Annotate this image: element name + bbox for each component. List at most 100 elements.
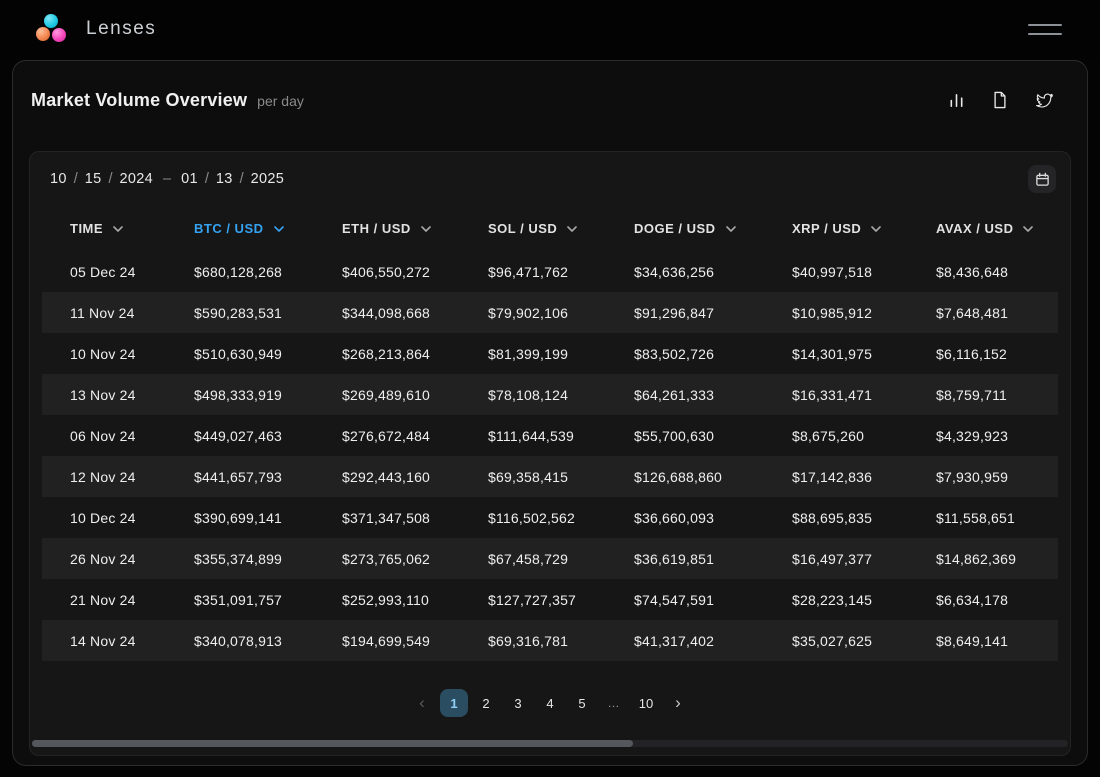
volume-cell: $8,675,260 <box>792 427 865 444</box>
page-button-2[interactable]: 2 <box>472 689 500 717</box>
page-button-4[interactable]: 4 <box>536 689 564 717</box>
chevron-down-icon <box>113 225 123 232</box>
column-header-avax-usd[interactable]: AVAX / USD <box>936 205 1058 251</box>
page-button-5[interactable]: 5 <box>568 689 596 717</box>
volume-cell: $69,316,781 <box>488 632 569 649</box>
table-row: 10 Dec 24 $390,699,141 $371,347,508 $116… <box>42 497 1058 538</box>
column-header-doge-usd[interactable]: DOGE / USD <box>634 205 792 251</box>
time-cell: 13 Nov 24 <box>70 386 136 403</box>
pagination: ‹ 1 2 3 4 5 … 10 › <box>30 689 1070 717</box>
volume-cell: $40,997,518 <box>792 263 873 280</box>
volume-cell: $7,930,959 <box>936 468 1009 485</box>
logo-dot-cyan <box>44 14 58 28</box>
volume-cell: $340,078,913 <box>194 632 283 649</box>
next-page-icon[interactable]: › <box>664 689 692 717</box>
document-icon[interactable] <box>985 85 1015 115</box>
brand-name: Lenses <box>86 18 157 39</box>
date-range[interactable]: 10 / 15 / 2024 – 01 / 13 / 2025 <box>50 171 284 187</box>
volume-cell: $64,261,333 <box>634 386 715 403</box>
page-button-10[interactable]: 10 <box>632 689 660 717</box>
date-separator: / <box>73 171 78 187</box>
table-row: 21 Nov 24 $351,091,757 $252,993,110 $127… <box>42 579 1058 620</box>
start-day[interactable]: 15 <box>84 171 102 187</box>
volume-cell: $273,765,062 <box>342 550 431 567</box>
column-header-eth-usd[interactable]: ETH / USD <box>342 205 488 251</box>
page-button-1[interactable]: 1 <box>440 689 468 717</box>
volume-cell: $276,672,484 <box>342 427 431 444</box>
volume-cell: $41,317,402 <box>634 632 715 649</box>
scrollbar-thumb[interactable] <box>32 740 633 747</box>
chevron-down-icon <box>871 225 882 232</box>
end-month[interactable]: 01 <box>181 171 198 187</box>
start-month[interactable]: 10 <box>50 171 67 187</box>
time-cell: 05 Dec 24 <box>70 263 136 280</box>
volume-cell: $34,636,256 <box>634 263 715 280</box>
volume-cell: $14,862,369 <box>936 550 1017 567</box>
volume-cell: $268,213,864 <box>342 345 431 362</box>
volume-cell: $11,558,651 <box>936 509 1016 526</box>
volume-cell: $127,727,357 <box>488 591 577 608</box>
end-year[interactable]: 2025 <box>250 171 285 187</box>
volume-cell: $390,699,141 <box>194 509 283 526</box>
prev-page-icon[interactable]: ‹ <box>408 689 436 717</box>
volume-cell: $35,027,625 <box>792 632 873 649</box>
volume-cell: $74,547,591 <box>634 591 715 608</box>
table-row: 26 Nov 24 $355,374,899 $273,765,062 $67,… <box>42 538 1058 579</box>
volume-cell: $14,301,975 <box>792 345 873 362</box>
time-cell: 06 Nov 24 <box>70 427 136 444</box>
page-button-3[interactable]: 3 <box>504 689 532 717</box>
volume-cell: $351,091,757 <box>194 591 283 608</box>
table-row: 11 Nov 24 $590,283,531 $344,098,668 $79,… <box>42 292 1058 333</box>
horizontal-scrollbar[interactable] <box>32 740 1068 747</box>
brand: Lenses <box>36 13 156 45</box>
volume-cell: $88,695,835 <box>792 509 873 526</box>
time-cell: 10 Dec 24 <box>70 509 136 526</box>
time-cell: 11 Nov 24 <box>70 304 135 321</box>
calendar-icon[interactable] <box>1028 165 1056 193</box>
volume-cell: $371,347,508 <box>342 509 431 526</box>
volume-cell: $441,657,793 <box>194 468 283 485</box>
volume-cell: $91,296,847 <box>634 304 715 321</box>
bar-chart-icon[interactable] <box>941 85 971 115</box>
volume-cell: $510,630,949 <box>194 345 283 362</box>
range-dash: – <box>163 171 172 187</box>
date-separator: / <box>108 171 113 187</box>
column-header-time[interactable]: TIME <box>42 205 194 251</box>
volume-cell: $79,902,106 <box>488 304 569 321</box>
volume-cell: $69,358,415 <box>488 468 569 485</box>
end-day[interactable]: 13 <box>215 171 233 187</box>
volume-cell: $17,142,836 <box>792 468 873 485</box>
volume-cell: $252,993,110 <box>342 591 430 608</box>
chevron-down-icon <box>725 225 736 232</box>
start-year[interactable]: 2024 <box>119 171 153 187</box>
volume-cell: $36,619,851 <box>634 550 715 567</box>
volume-cell: $7,648,481 <box>936 304 1009 321</box>
header-actions <box>941 85 1059 115</box>
volume-table: TIME BTC / USD ETH / USD SOL / USD DOGE … <box>42 205 1058 661</box>
table-row: 05 Dec 24 $680,128,268 $406,550,272 $96,… <box>42 251 1058 292</box>
column-header-xrp-usd[interactable]: XRP / USD <box>792 205 936 251</box>
table-row: 10 Nov 24 $510,630,949 $268,213,864 $81,… <box>42 333 1058 374</box>
volume-cell: $680,128,268 <box>194 263 283 280</box>
logo-dot-pink <box>52 28 66 42</box>
volume-cell: $449,027,463 <box>194 427 283 444</box>
volume-cell: $116,502,562 <box>488 509 576 526</box>
volume-cell: $590,283,531 <box>194 304 283 321</box>
column-header-btc-usd[interactable]: BTC / USD <box>194 205 342 251</box>
volume-cell: $81,399,199 <box>488 345 569 362</box>
volume-cell: $269,489,610 <box>342 386 431 403</box>
column-header-sol-usd[interactable]: SOL / USD <box>488 205 634 251</box>
titles: Market Volume Overview per day <box>31 90 304 111</box>
chevron-down-icon <box>567 225 578 232</box>
volume-cell: $16,331,471 <box>792 386 873 403</box>
date-separator: / <box>239 171 244 187</box>
volume-cell: $55,700,630 <box>634 427 715 444</box>
menu-icon[interactable] <box>1028 19 1062 39</box>
table-row: 13 Nov 24 $498,333,919 $269,489,610 $78,… <box>42 374 1058 415</box>
twitter-icon[interactable] <box>1029 85 1059 115</box>
volume-cell: $28,223,145 <box>792 591 873 608</box>
time-cell: 12 Nov 24 <box>70 468 136 485</box>
volume-cell: $4,329,923 <box>936 427 1009 444</box>
volume-cell: $78,108,124 <box>488 386 569 403</box>
volume-cell: $8,759,711 <box>936 386 1008 403</box>
